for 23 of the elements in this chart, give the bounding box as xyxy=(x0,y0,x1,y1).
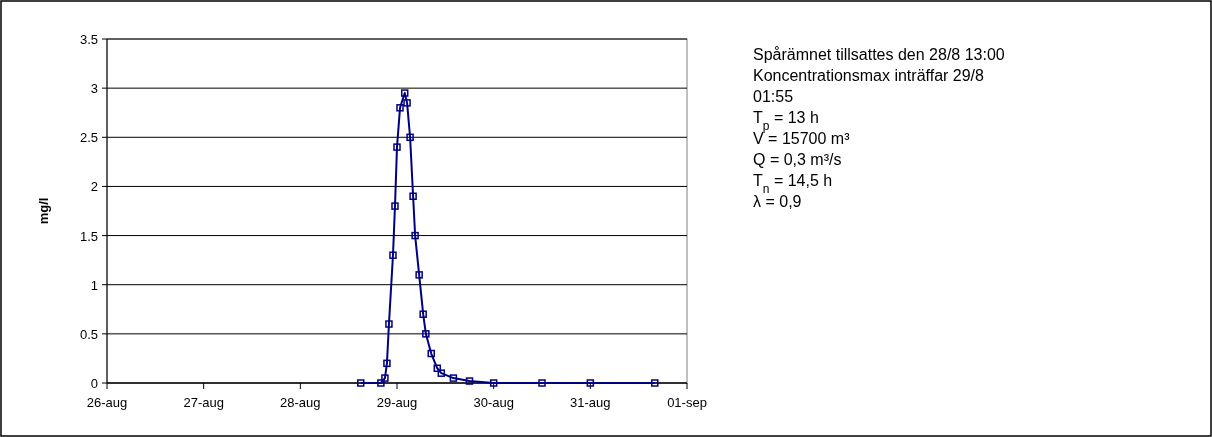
text: Q = 0,3 m³/s xyxy=(753,151,842,168)
y-tick-label: 2 xyxy=(90,179,98,195)
x-tick-label: 29-aug xyxy=(376,395,418,410)
x-tick-label: 31-aug xyxy=(570,395,611,410)
text: λ = 0,9 xyxy=(753,193,802,210)
text: T$_{p}$ = 13 h xyxy=(753,109,819,133)
y-tick-label: 3 xyxy=(90,81,98,97)
y-tick-label: 0 xyxy=(90,376,98,391)
x-tick-label: 30-aug xyxy=(473,395,514,410)
text: T$_{n}$ = 14,5 h xyxy=(753,172,833,196)
y-tick-label: 2.5 xyxy=(79,130,98,146)
y-tick-label: 3.5 xyxy=(79,32,98,47)
x-tick-label: 27-aug xyxy=(183,395,224,410)
y-tick-label: 0.5 xyxy=(79,326,98,342)
x-tick-label: 28-aug xyxy=(280,395,321,410)
y-axis-title: mg/l xyxy=(36,197,51,225)
y-tick-label: 1.5 xyxy=(79,228,98,244)
text: Koncentrationsmax inträffar 29/8 xyxy=(753,67,985,84)
text: 01:55 xyxy=(753,88,794,105)
y-tick-label: 1 xyxy=(90,277,98,293)
text: Spårämnet tillsattes den 28/8 13:00 xyxy=(753,46,1005,63)
x-tick-label: 01-sep xyxy=(667,395,707,410)
x-tick-label: 26-aug xyxy=(86,395,128,410)
